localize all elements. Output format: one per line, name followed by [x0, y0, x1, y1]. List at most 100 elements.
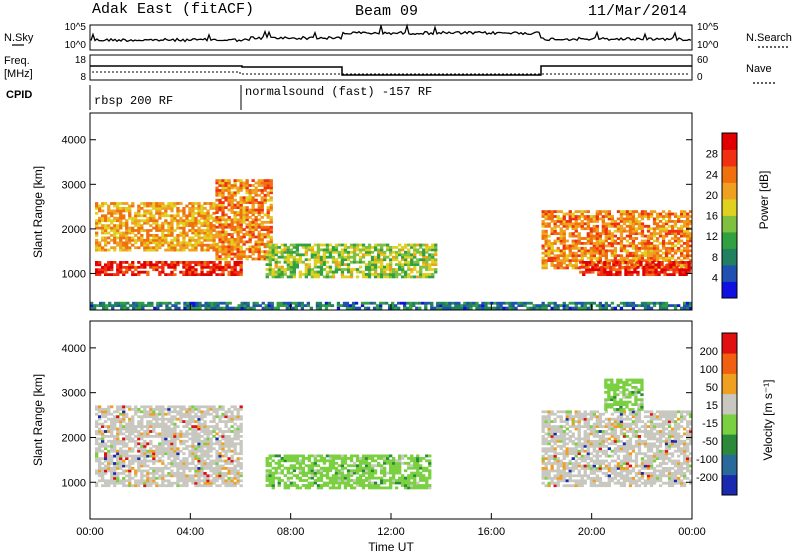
- heatmap-cell: [283, 243, 287, 247]
- heatmap-cell: [268, 263, 272, 266]
- heatmap-cell: [131, 261, 135, 264]
- heatmap-cell: [185, 261, 189, 264]
- heatmap-cell: [568, 254, 572, 258]
- heatmap-cell: [370, 260, 375, 264]
- heatmap-cell: [119, 464, 123, 468]
- heatmap-cell: [553, 259, 557, 262]
- heatmap-cell: [260, 191, 264, 195]
- heatmap-cell: [260, 181, 264, 185]
- heatmap-cell: [663, 270, 667, 274]
- heatmap-cell: [445, 306, 449, 310]
- heatmap-cell: [334, 471, 339, 475]
- heatmap-cell: [331, 484, 336, 487]
- heatmap-cell: [122, 246, 126, 250]
- heatmap-cell: [128, 248, 132, 252]
- heatmap-cell: [343, 250, 348, 254]
- heatmap-cell: [448, 304, 452, 307]
- heatmap-cell: [206, 263, 210, 267]
- heatmap-cell: [149, 407, 153, 411]
- heatmap-cell: [386, 459, 390, 463]
- heatmap-cell: [571, 215, 575, 218]
- heatmap-cell: [137, 430, 141, 433]
- heatmap-cell: [475, 306, 479, 310]
- heatmap-cell: [301, 253, 305, 257]
- heatmap-cell: [240, 306, 244, 310]
- heatmap-cell: [309, 306, 313, 310]
- heatmap-cell: [179, 442, 183, 446]
- heatmap-cell: [209, 405, 213, 409]
- heatmap-cell: [131, 263, 135, 267]
- heatmap-cell: [248, 201, 252, 204]
- heatmap-cell: [218, 469, 222, 473]
- heatmap-cell: [203, 263, 207, 267]
- heatmap-cell: [422, 260, 426, 264]
- heatmap-cell: [215, 203, 219, 207]
- heatmap-cell: [289, 268, 293, 271]
- heatmap-cell: [313, 479, 317, 482]
- heatmap-cell: [149, 216, 153, 220]
- heatmap-cell: [179, 261, 183, 264]
- heatmap-cell: [577, 249, 581, 253]
- heatmap-cell: [95, 263, 99, 267]
- heatmap-cell: [120, 304, 124, 307]
- heatmap-cell: [221, 179, 225, 182]
- heatmap-cell: [212, 204, 216, 208]
- heatmap-cell: [346, 250, 351, 254]
- heatmap-cell: [361, 459, 366, 463]
- heatmap-cell: [324, 301, 329, 305]
- heatmap-cell: [197, 459, 201, 463]
- heatmap-cell: [541, 215, 545, 218]
- heatmap-cell: [601, 244, 605, 248]
- heatmap-cell: [140, 437, 144, 441]
- heatmap-cell: [373, 260, 378, 264]
- heatmap-cell: [98, 270, 102, 274]
- heatmap-cell: [313, 459, 317, 463]
- heatmap-cell: [221, 481, 225, 485]
- heatmap-cell: [101, 462, 105, 465]
- heatmap-cell: [227, 484, 231, 488]
- heatmap-cell: [110, 238, 114, 242]
- heatmap-cell: [661, 251, 666, 255]
- heatmap-cell: [164, 241, 168, 245]
- heatmap-cell: [634, 222, 639, 226]
- heatmap-cell: [182, 457, 186, 460]
- heatmap-cell: [595, 237, 599, 240]
- heatmap-cell: [194, 425, 198, 428]
- heatmap-cell: [263, 242, 267, 246]
- heatmap-cell: [553, 220, 557, 223]
- heatmap-cell: [98, 241, 102, 245]
- heatmap-cell: [164, 234, 168, 237]
- heatmap-cell: [107, 263, 111, 267]
- heatmap-cell: [422, 255, 426, 259]
- heatmap-cell: [658, 232, 663, 235]
- heatmap-cell: [571, 306, 575, 310]
- heatmap-cell: [200, 459, 204, 463]
- heatmap-cell: [340, 481, 345, 485]
- heatmap-cell: [221, 208, 225, 212]
- heatmap-cell: [203, 415, 207, 419]
- heatmap-cell: [155, 241, 159, 245]
- heatmap-cell: [631, 304, 636, 307]
- heatmap-cell: [239, 235, 243, 239]
- heatmap-cell: [95, 457, 99, 460]
- heatmap-cell: [631, 229, 636, 233]
- heatmap-cell: [586, 222, 590, 226]
- heatmap-cell: [188, 417, 192, 421]
- heatmap-cell: [140, 479, 144, 483]
- heatmap-cell: [170, 415, 174, 419]
- heatmap-cell: [236, 211, 240, 214]
- heatmap-cell: [349, 469, 354, 473]
- heatmap-cell: [398, 464, 402, 468]
- heatmap-cell: [361, 479, 366, 482]
- heatmap-cell: [364, 248, 369, 252]
- heatmap-cell: [643, 234, 648, 238]
- heatmap-cell: [562, 261, 566, 265]
- heatmap-cell: [222, 301, 226, 305]
- heatmap-cell: [337, 474, 342, 477]
- heatmap-cell: [221, 449, 225, 453]
- heatmap-cell: [146, 410, 150, 414]
- heatmap-cell: [337, 469, 342, 473]
- heatmap-cell: [140, 236, 144, 240]
- heatmap-cell: [370, 459, 375, 463]
- heatmap-cell: [236, 233, 240, 236]
